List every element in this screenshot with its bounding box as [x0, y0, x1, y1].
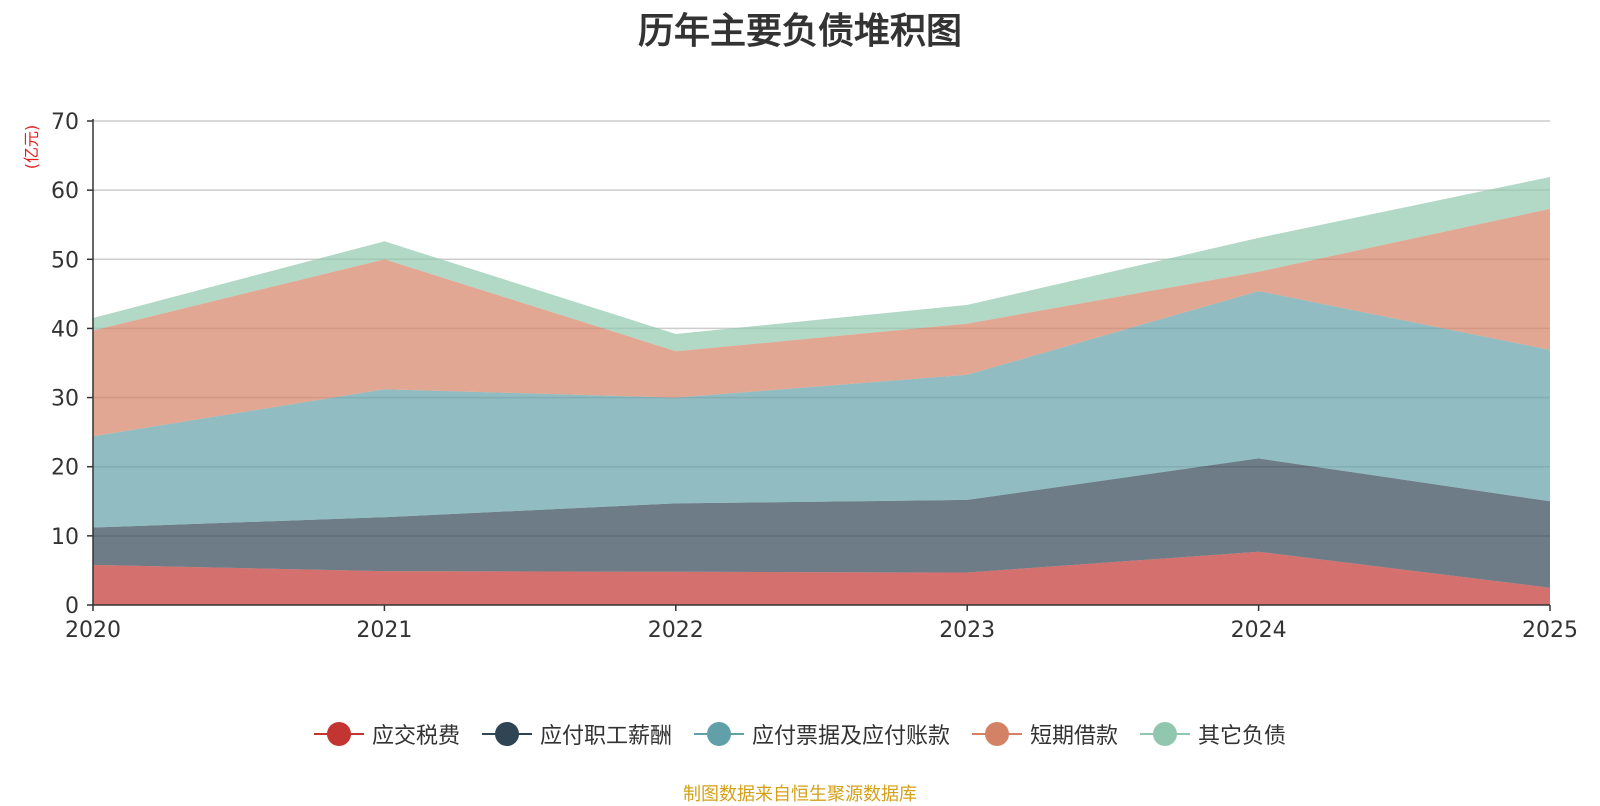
- area-series-5: [93, 177, 1550, 352]
- legend: 应交税费 应付职工薪酬 应付票据及应付账款 短期借款 其它负债: [0, 718, 1600, 750]
- x-tick-label-2023: 2023: [939, 618, 995, 643]
- area-series-3: [93, 291, 1550, 528]
- area-series-2: [93, 458, 1550, 588]
- legend-marker-icon: [1140, 721, 1191, 747]
- legend-marker-icon: [313, 721, 364, 747]
- x-tick-label-2022: 2022: [648, 618, 704, 643]
- y-tick-label-10: 10: [51, 525, 79, 550]
- legend-label: 应付职工薪酬: [539, 724, 672, 749]
- source-note: 制图数据来自恒生聚源数据库: [683, 784, 917, 805]
- y-tick-label-50: 50: [51, 248, 79, 273]
- stacked-areas: [93, 177, 1550, 605]
- area-series-4: [93, 208, 1550, 437]
- x-tick-label-2024: 2024: [1231, 618, 1287, 643]
- legend-item-4[interactable]: 短期借款: [972, 718, 1118, 750]
- chart-title: 历年主要负债堆积图: [637, 11, 962, 52]
- legend-item-3[interactable]: 应付票据及应付账款: [693, 718, 950, 750]
- legend-label: 应交税费: [371, 724, 460, 749]
- legend-marker-icon: [693, 721, 744, 747]
- legend-item-1[interactable]: 应交税费: [313, 718, 460, 750]
- legend-marker-icon: [972, 721, 1022, 747]
- x-tick-label-2020: 2020: [65, 618, 121, 643]
- legend-marker-icon: [481, 721, 532, 747]
- legend-label: 短期借款: [1030, 724, 1119, 749]
- y-tick-label-0: 0: [65, 594, 79, 619]
- y-tick-label-30: 30: [51, 387, 79, 412]
- x-tick-label-2021: 2021: [356, 618, 412, 643]
- y-tick-label-70: 70: [51, 110, 79, 135]
- axes: 0 10 20 30 40 50 60 70 2020 2021 2022 2023 2024 2025: [51, 110, 1578, 643]
- legend-item-2[interactable]: 应付职工薪酬: [481, 718, 672, 750]
- y-tick-label-20: 20: [51, 456, 79, 481]
- legend-label: 其它负债: [1198, 724, 1287, 749]
- area-series-1: [93, 551, 1550, 605]
- legend-label: 应付票据及应付账款: [751, 724, 950, 749]
- area-chart: 0 10 20 30 40 50 60 70 2020 2021 2022 2023 2024 2025: [51, 110, 1578, 643]
- legend-item-5[interactable]: 其它负债: [1140, 718, 1286, 750]
- y-tick-label-60: 60: [51, 179, 79, 204]
- y-tick-label-40: 40: [51, 317, 79, 342]
- x-tick-label-2025: 2025: [1522, 618, 1578, 643]
